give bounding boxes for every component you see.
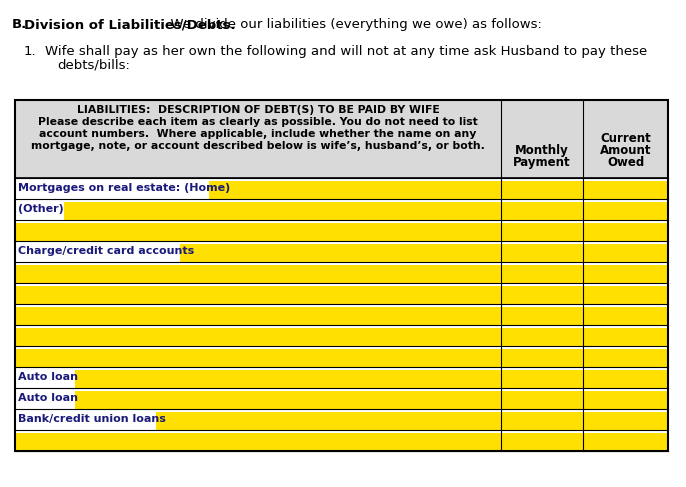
Bar — [75, 370, 501, 388]
Text: Bank/credit union loans: Bank/credit union loans — [18, 414, 166, 424]
Bar — [501, 286, 583, 304]
Text: Mortgages on real estate: (Home): Mortgages on real estate: (Home) — [18, 183, 230, 193]
Bar — [501, 307, 583, 325]
Text: Current: Current — [600, 132, 651, 145]
Bar — [15, 433, 501, 451]
Bar — [501, 370, 583, 388]
Text: (Other): (Other) — [18, 204, 64, 214]
Bar — [15, 370, 75, 388]
Bar — [15, 262, 668, 283]
Bar — [501, 391, 583, 409]
Bar — [583, 181, 668, 199]
Bar — [209, 181, 501, 199]
Bar — [583, 433, 668, 451]
Bar — [15, 241, 668, 262]
Text: debts/bills:: debts/bills: — [57, 59, 130, 72]
Bar — [15, 304, 668, 325]
Bar — [75, 391, 501, 409]
Bar — [156, 412, 501, 430]
Bar — [583, 307, 668, 325]
Text: LIABILITIES:  DESCRIPTION OF DEBT(S) TO BE PAID BY WIFE: LIABILITIES: DESCRIPTION OF DEBT(S) TO B… — [77, 105, 439, 115]
Bar — [15, 388, 668, 409]
Text: mortgage, note, or account described below is wife’s, husband’s, or both.: mortgage, note, or account described bel… — [31, 141, 485, 151]
Bar — [15, 100, 668, 178]
Bar — [15, 349, 501, 367]
Bar — [583, 370, 668, 388]
Bar — [501, 223, 583, 241]
Bar — [15, 265, 501, 283]
Bar — [15, 181, 209, 199]
Text: account numbers.  Where applicable, include whether the name on any: account numbers. Where applicable, inclu… — [39, 129, 477, 139]
Text: Auto loan: Auto loan — [18, 393, 78, 403]
Text: Payment: Payment — [513, 156, 571, 169]
Bar — [15, 430, 668, 451]
Text: We divide our liabilities (everything we owe) as follows:: We divide our liabilities (everything we… — [162, 18, 542, 31]
Bar — [583, 412, 668, 430]
Bar — [15, 100, 668, 451]
Bar — [501, 202, 583, 220]
Bar — [15, 286, 501, 304]
Bar — [15, 244, 180, 262]
Text: Charge/credit card accounts: Charge/credit card accounts — [18, 246, 194, 256]
Bar — [501, 328, 583, 346]
Bar — [180, 244, 501, 262]
Bar — [583, 223, 668, 241]
Text: Amount: Amount — [600, 144, 651, 157]
Bar — [15, 346, 668, 367]
Bar — [501, 244, 583, 262]
Bar — [15, 409, 668, 430]
Bar — [501, 433, 583, 451]
Text: Auto loan: Auto loan — [18, 372, 78, 382]
Text: Monthly: Monthly — [515, 144, 569, 157]
Bar — [501, 181, 583, 199]
Bar — [15, 325, 668, 346]
Text: Please describe each item as clearly as possible. You do not need to list: Please describe each item as clearly as … — [38, 117, 478, 127]
Bar — [15, 307, 501, 325]
Text: 1.: 1. — [24, 45, 36, 58]
Bar — [15, 283, 668, 304]
Text: B.: B. — [12, 18, 27, 31]
Bar — [15, 220, 668, 241]
Bar — [501, 412, 583, 430]
Bar — [15, 367, 668, 388]
Bar — [64, 202, 501, 220]
Bar — [583, 391, 668, 409]
Bar — [15, 202, 64, 220]
Bar — [583, 349, 668, 367]
Bar — [15, 178, 668, 199]
Bar — [15, 412, 156, 430]
Text: Owed: Owed — [607, 156, 644, 169]
Bar — [583, 265, 668, 283]
Bar — [583, 328, 668, 346]
Text: Division of Liabilities/Debts.: Division of Liabilities/Debts. — [24, 18, 235, 31]
Bar — [583, 202, 668, 220]
Bar — [15, 199, 668, 220]
Bar — [583, 244, 668, 262]
Bar — [15, 391, 75, 409]
Bar — [15, 223, 501, 241]
Text: Wife shall pay as her own the following and will not at any time ask Husband to : Wife shall pay as her own the following … — [45, 45, 648, 58]
Bar — [501, 265, 583, 283]
Bar — [15, 328, 501, 346]
Bar — [583, 286, 668, 304]
Bar — [501, 349, 583, 367]
